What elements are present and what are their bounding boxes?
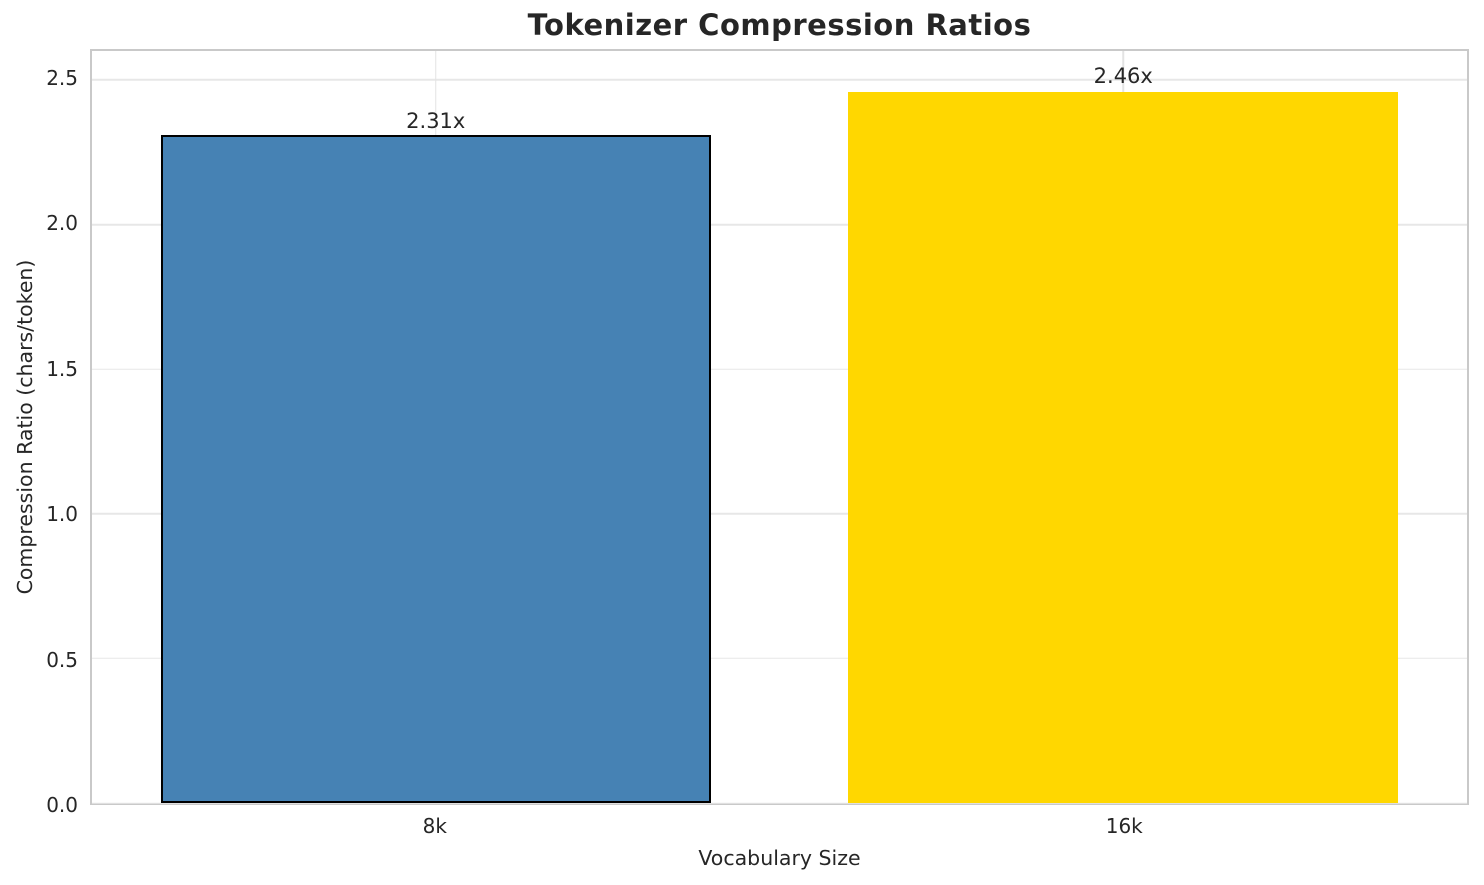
gridline-horizontal — [92, 657, 1467, 660]
gridline-horizontal — [92, 802, 1467, 804]
chart-title: Tokenizer Compression Ratios — [527, 8, 1032, 42]
bar-value-label: 2.31x — [406, 108, 466, 133]
gridline-horizontal — [92, 79, 1467, 81]
x-tick-label: 16k — [1105, 814, 1143, 838]
x-axis-label: Vocabulary Size — [698, 846, 861, 870]
y-tick-label: 1.5 — [46, 356, 78, 381]
gridline-horizontal — [92, 368, 1467, 370]
y-tick-label: 1.0 — [46, 502, 78, 527]
bars-container: 2.31x 2.46x — [92, 51, 1467, 803]
x-tick-labels: 8k 16k — [90, 814, 1469, 842]
bar-16k: 2.46x — [848, 64, 1399, 803]
x-tick-label: 8k — [422, 814, 447, 838]
bar-value-label: 2.46x — [1093, 63, 1153, 88]
y-tick-label: 2.0 — [46, 211, 78, 236]
gridline-horizontal — [92, 223, 1467, 226]
y-tick-label: 0.5 — [46, 647, 78, 672]
plot-area: 2.31x 2.46x — [90, 49, 1469, 805]
y-tick-label: 2.5 — [46, 66, 78, 91]
gridline-horizontal — [92, 513, 1467, 515]
y-tick-labels: 0.0 0.5 1.0 1.5 2.0 2.5 — [0, 49, 78, 817]
y-tick-label: 0.0 — [46, 793, 78, 817]
bar-8k: 2.31x — [160, 109, 711, 803]
